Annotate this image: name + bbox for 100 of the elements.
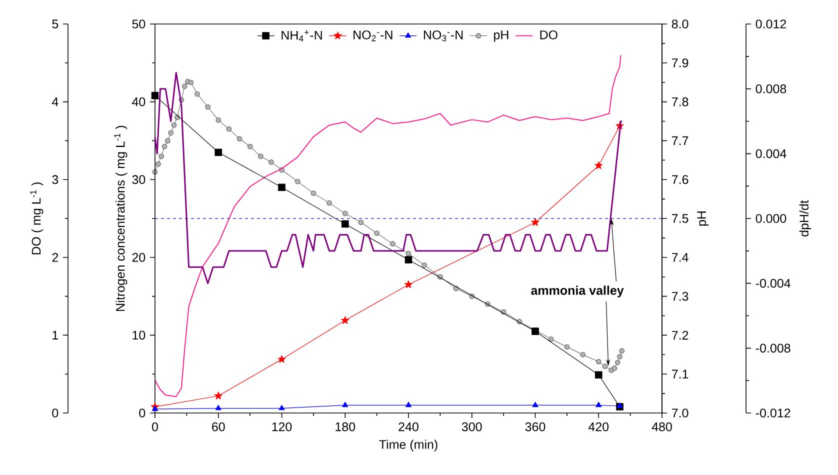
y3-tick-label: 2 [52, 253, 58, 262]
y3-axis-title: DO ( mg L$^{-1}$ ) [30, 182, 44, 254]
y-axis-title: Nitrogen concentrations ( mg L$^{-1}$ ) [114, 126, 128, 311]
y3-tick-label: 4 [52, 98, 58, 106]
point [152, 406, 158, 411]
x-tick-label: 120 [272, 422, 292, 432]
point [162, 144, 168, 150]
point [278, 355, 286, 363]
point [156, 161, 161, 167]
point [278, 184, 286, 192]
y-tick-label: -0.012 [756, 408, 790, 418]
point [564, 344, 570, 350]
y2-tick-label: 7.5 [672, 214, 688, 223]
point [390, 241, 396, 246]
point [341, 220, 349, 228]
point [214, 148, 222, 156]
legend-label: NH$_{4}$$^{+}$-N [282, 30, 322, 42]
point [596, 402, 602, 408]
point [596, 359, 602, 364]
point [404, 280, 413, 288]
point [236, 136, 242, 142]
legend-label: pH [494, 30, 508, 42]
y2-tick-label: 7.9 [672, 58, 688, 68]
y-axis-title: dpH/dt [799, 200, 811, 236]
point [422, 262, 427, 268]
point [406, 250, 412, 256]
point [158, 154, 164, 159]
y-tick-label: 10 [132, 330, 146, 340]
point [342, 210, 348, 216]
point [226, 126, 232, 132]
line-series [154, 72, 623, 284]
x-tick-label: 60 [212, 422, 225, 432]
y2-tick-label: 7.8 [672, 97, 688, 106]
point [268, 159, 274, 165]
x-tick-label: 480 [652, 422, 672, 432]
legend-label: DO [540, 30, 558, 40]
point [531, 218, 540, 226]
point [602, 364, 608, 369]
point [617, 354, 622, 360]
point [358, 220, 364, 226]
y2-tick-label: 7.1 [672, 370, 688, 378]
x-tick-label: 240 [398, 422, 418, 432]
y3-tick-label: 5 [52, 20, 58, 28]
point [310, 190, 316, 196]
point [165, 138, 170, 144]
point [326, 200, 332, 206]
point [341, 316, 350, 324]
y-tick-label: 0.004 [756, 149, 786, 158]
y-tick-label: 20 [132, 252, 146, 262]
point [614, 360, 620, 366]
y2-tick-label: 7.3 [672, 292, 688, 301]
x-tick-label: 420 [588, 422, 609, 432]
y2-tick-label: 7.7 [672, 136, 688, 145]
point [594, 371, 602, 379]
point [342, 402, 348, 408]
legend-label: NO$_{3}$$^{-}$-N [424, 30, 463, 42]
point [594, 161, 603, 170]
y-tick-label: 0.012 [756, 20, 786, 28]
point [404, 256, 412, 264]
y2-tick-label: 8.0 [672, 20, 688, 28]
y3-tick-label: 3 [52, 175, 58, 184]
x-tick-label: 300 [462, 422, 482, 432]
point [151, 92, 159, 100]
point [580, 352, 586, 358]
point [405, 402, 412, 408]
point [171, 122, 177, 128]
point [205, 104, 210, 110]
point [214, 392, 222, 400]
x-tick-label: 180 [336, 422, 356, 432]
point [182, 84, 188, 89]
legend-label: NO$_{2}$$^{-}$-N [354, 30, 392, 42]
point [294, 178, 300, 184]
y-tick-label: 50 [132, 20, 146, 28]
y-tick-label: -0.008 [756, 344, 790, 353]
y-tick-label: 0 [139, 408, 146, 418]
point [374, 230, 380, 236]
point [258, 154, 264, 159]
annotation: ammonia valley [531, 286, 624, 298]
point [168, 130, 174, 136]
point [616, 402, 623, 408]
point [194, 91, 200, 97]
point [215, 404, 222, 410]
point [247, 144, 253, 150]
y-tick-label: 30 [132, 175, 146, 184]
x-axis-title: Time (min) [379, 440, 438, 452]
point [619, 348, 625, 354]
y2-tick-label: 7.6 [672, 175, 688, 184]
y2-tick-label: 7.4 [672, 253, 688, 262]
y-tick-label: 0.008 [756, 84, 786, 94]
y-tick-label: 40 [132, 97, 146, 106]
y-tick-label: -0.004 [756, 278, 790, 288]
y2-tick-label: 7.2 [672, 330, 688, 340]
point [188, 80, 194, 85]
point [278, 404, 285, 410]
x-tick-label: 0 [152, 422, 158, 432]
y2-tick-label: 7.0 [672, 408, 688, 418]
point [216, 117, 222, 123]
point [612, 366, 618, 371]
x-tick-label: 360 [525, 422, 546, 432]
point [532, 402, 538, 408]
